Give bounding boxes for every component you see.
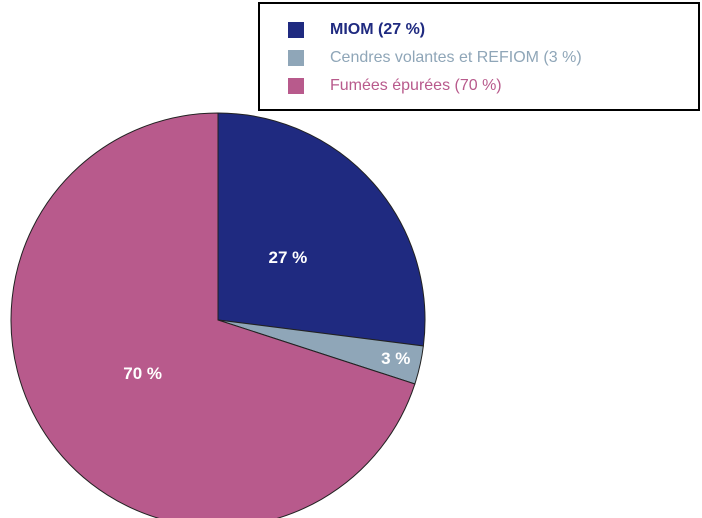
data-label: 3 % [381, 349, 410, 368]
pie-slice [10, 112, 416, 518]
legend-swatch [288, 50, 304, 66]
legend-swatch [288, 78, 304, 94]
data-label: 70 % [123, 364, 162, 383]
legend-label: MIOM (27 %) [330, 21, 425, 38]
legend-box [258, 2, 700, 111]
legend-label: Fumées épurées (70 %) [330, 77, 502, 94]
pie-slice [217, 112, 426, 347]
legend-swatch [288, 22, 304, 38]
data-label: 27 % [268, 248, 307, 267]
legend-label: Cendres volantes et REFIOM (3 %) [330, 49, 582, 66]
